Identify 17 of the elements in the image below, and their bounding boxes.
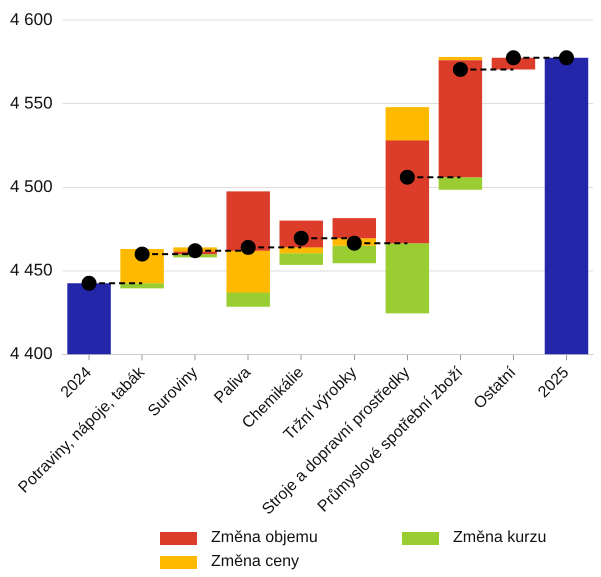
legend-label: Změna kurzu xyxy=(453,529,546,547)
y-tick-label: 4 550 xyxy=(10,93,53,112)
legend-label: Změna objemu xyxy=(211,529,318,547)
point xyxy=(134,246,150,262)
point xyxy=(188,243,203,258)
point xyxy=(82,276,97,291)
y-tick-label: 4 600 xyxy=(10,10,53,29)
point xyxy=(346,236,362,251)
y-tick-label: 4 450 xyxy=(10,260,53,280)
legend-label: Změna ceny xyxy=(211,553,300,571)
point xyxy=(400,170,415,185)
y-tick-label: 4 500 xyxy=(10,176,53,196)
point xyxy=(558,50,574,66)
point xyxy=(240,240,256,255)
point xyxy=(506,50,521,66)
y-tick-label: 4 400 xyxy=(10,344,53,363)
point xyxy=(452,62,468,77)
